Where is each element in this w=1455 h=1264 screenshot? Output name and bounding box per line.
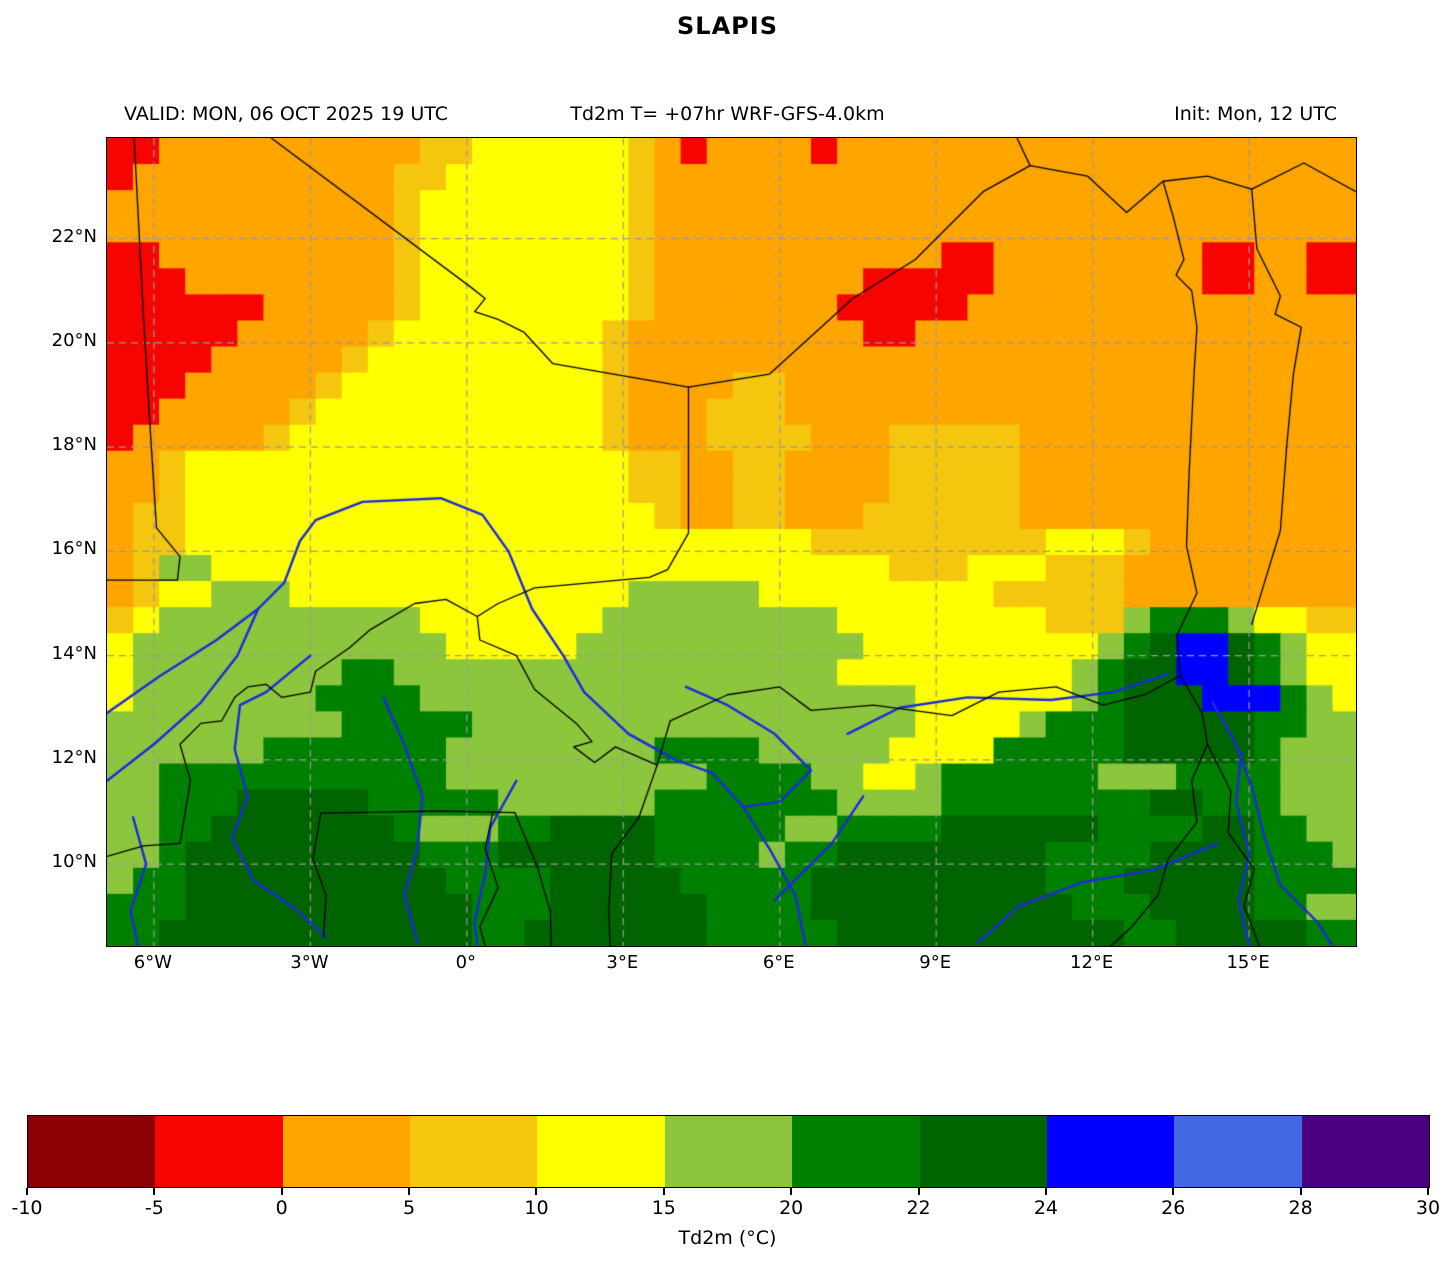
subheader-row: VALID: MON, 06 OCT 2025 19 UTC Td2m T= +… xyxy=(0,103,1455,133)
colorbar-tick xyxy=(26,1188,28,1195)
colorbar-tick xyxy=(535,1188,538,1195)
colorbar-tick-label: 15 xyxy=(651,1197,676,1219)
colorbar-segment xyxy=(919,1116,1047,1187)
x-tick-label: 0° xyxy=(455,952,477,973)
colorbar-tick-label: 24 xyxy=(1033,1197,1058,1219)
colorbar-segment xyxy=(282,1116,411,1187)
colorbar xyxy=(27,1115,1430,1188)
colorbar-segment xyxy=(1046,1116,1175,1187)
y-tick-label: 18°N xyxy=(51,434,97,456)
colorbar-tick-label: 0 xyxy=(275,1197,288,1219)
colorbar-tick xyxy=(153,1188,156,1195)
colorbar-tick-label: 5 xyxy=(403,1197,416,1219)
y-tick-label: 12°N xyxy=(51,746,97,768)
y-tick-label: 16°N xyxy=(51,538,97,560)
colorbar-tick-label: 26 xyxy=(1161,1197,1186,1219)
colorbar-tick xyxy=(280,1188,283,1195)
x-tick-label: 12°E xyxy=(1070,952,1114,973)
colorbar-tick-label: 28 xyxy=(1288,1197,1313,1219)
colorbar-segment xyxy=(28,1116,156,1187)
colorbar-axis-label: Td2m (°C) xyxy=(678,1227,777,1249)
colorbar-segment xyxy=(1301,1116,1429,1187)
init-time-text: Init: Mon, 12 UTC xyxy=(1174,103,1337,125)
colorbar-tick-label: 10 xyxy=(524,1197,549,1219)
colorbar-segment xyxy=(537,1116,665,1187)
map-plot-area xyxy=(106,137,1357,947)
valid-time-text: VALID: MON, 06 OCT 2025 19 UTC xyxy=(124,103,449,125)
colorbar-tick-label: 20 xyxy=(779,1197,804,1219)
x-tick-label: 6°W xyxy=(133,952,173,973)
colorbar-tick-label: 22 xyxy=(906,1197,931,1219)
colorbar-tick xyxy=(662,1188,665,1195)
colorbar-tick xyxy=(1427,1188,1429,1195)
colorbar-tick xyxy=(1172,1188,1175,1195)
colorbar-tick xyxy=(790,1188,793,1195)
x-tick-label: 3°E xyxy=(606,952,639,973)
x-tick-label: 3°W xyxy=(290,952,329,973)
page-title: SLAPIS xyxy=(677,12,778,40)
x-tick-label: 6°E xyxy=(762,952,795,973)
map-canvas xyxy=(107,138,1356,946)
colorbar-tick-label: -10 xyxy=(11,1197,43,1219)
y-tick-label: 20°N xyxy=(51,329,97,351)
y-tick-label: 14°N xyxy=(51,642,97,664)
colorbar-segment xyxy=(792,1116,920,1187)
colorbar-tick xyxy=(1299,1188,1302,1195)
colorbar-tick xyxy=(408,1188,411,1195)
model-run-text: Td2m T= +07hr WRF-GFS-4.0km xyxy=(570,103,885,125)
colorbar-tick xyxy=(1044,1188,1047,1195)
x-tick-label: 15°E xyxy=(1226,952,1270,973)
colorbar-tick-label: 30 xyxy=(1415,1197,1441,1219)
colorbar-segment xyxy=(155,1116,283,1187)
colorbar-segment xyxy=(410,1116,538,1187)
colorbar-segment xyxy=(664,1116,793,1187)
colorbar-tick xyxy=(917,1188,920,1195)
colorbar-segment xyxy=(1174,1116,1302,1187)
colorbar-tick-label: -5 xyxy=(144,1197,164,1219)
x-tick-label: 9°E xyxy=(919,952,952,973)
y-tick-label: 10°N xyxy=(51,851,97,873)
y-tick-label: 22°N xyxy=(51,225,97,247)
